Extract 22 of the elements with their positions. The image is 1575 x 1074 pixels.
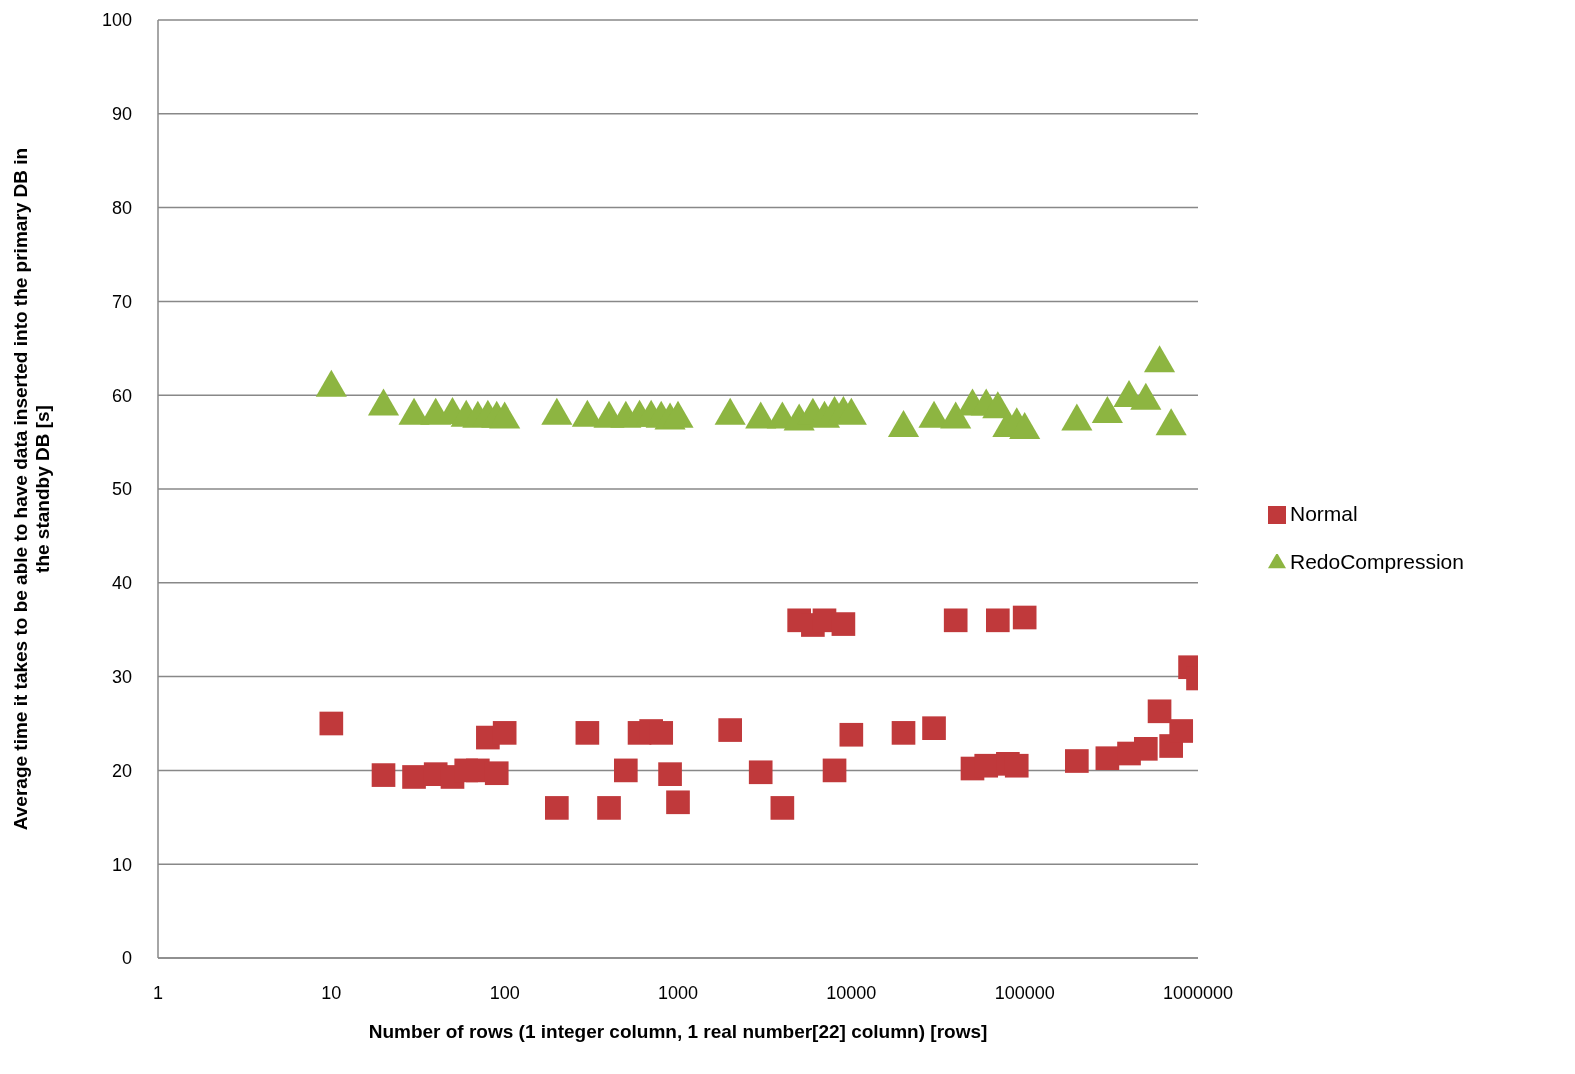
x-tick-label: 100000 (994, 982, 1055, 1003)
y-tick-label: 80 (111, 197, 132, 218)
x-tick-label: 100 (489, 982, 520, 1003)
y-tick-label: 0 (121, 948, 132, 969)
x-tick-label: 1 (152, 982, 164, 1003)
y-axis-title: Average time it takes to be able to have data inserted into the primary DB in the standby DB [s] (10, 147, 53, 831)
y-tick-label: 40 (111, 573, 132, 594)
y-tick-label: 60 (111, 385, 132, 406)
y-tick-label: 20 (111, 760, 132, 781)
x-tick-label: 1000 (657, 982, 699, 1003)
y-tick-label: 30 (111, 666, 132, 687)
y-tick-label: 100 (101, 10, 132, 31)
y-tick-label: 90 (111, 104, 132, 125)
x-tick-label: 10000 (826, 982, 877, 1003)
y-tick-label: 10 (111, 854, 132, 875)
x-axis-title: Number of rows (1 integer column, 1 real number[22] column) [rows] (368, 1021, 988, 1042)
legend-label: Normal (1290, 502, 1358, 525)
y-tick-label: 50 (111, 479, 132, 500)
legend-label: RedoCompression (1290, 550, 1464, 573)
x-tick-label: 1000000 (1162, 982, 1234, 1003)
x-tick-label: 10 (321, 982, 342, 1003)
y-tick-label: 70 (111, 291, 132, 312)
